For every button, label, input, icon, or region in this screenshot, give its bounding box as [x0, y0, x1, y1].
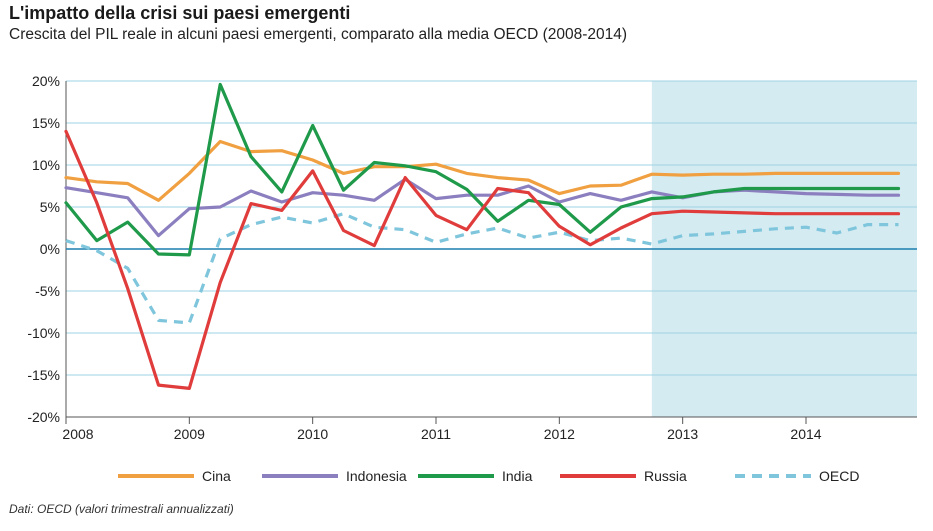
- chart-title: L'impatto della crisi sui paesi emergent…: [9, 3, 351, 23]
- y-tick-label: 0%: [40, 241, 60, 257]
- legend-label-india: India: [502, 468, 533, 484]
- y-tick-label: 15%: [32, 115, 60, 131]
- chart-subtitle: Crescita del PIL reale in alcuni paesi e…: [9, 26, 628, 43]
- legend-label-cina: Cina: [202, 468, 231, 484]
- x-tick-label: 2014: [790, 426, 821, 442]
- x-tick-label: 2009: [174, 426, 205, 442]
- legend-label-oecd: OECD: [819, 468, 859, 484]
- y-tick-label: -20%: [27, 409, 60, 425]
- legend-label-indonesia: Indonesia: [346, 468, 407, 484]
- x-tick-label: 2008: [62, 426, 93, 442]
- y-tick-label: 20%: [32, 73, 60, 89]
- series-line-indonesia: [64, 177, 901, 238]
- x-tick-label: 2013: [667, 426, 698, 442]
- y-tick-label: 10%: [32, 157, 60, 173]
- series-line-india: [64, 82, 901, 257]
- legend-label-russia: Russia: [644, 468, 687, 484]
- y-tick-label: -15%: [27, 367, 60, 383]
- x-tick-label: 2010: [297, 426, 328, 442]
- x-tick-label: 2011: [421, 426, 451, 442]
- y-tick-label: -10%: [27, 325, 60, 341]
- y-tick-label: -5%: [35, 283, 60, 299]
- x-tick-label: 2012: [544, 426, 575, 442]
- series-line-russia: [64, 129, 901, 390]
- chart-source-note: Dati: OECD (valori trimestrali annualizz…: [9, 502, 234, 516]
- series-line-cina: [64, 139, 901, 202]
- series-line-oecd: [65, 212, 899, 325]
- y-tick-label: 5%: [40, 199, 60, 215]
